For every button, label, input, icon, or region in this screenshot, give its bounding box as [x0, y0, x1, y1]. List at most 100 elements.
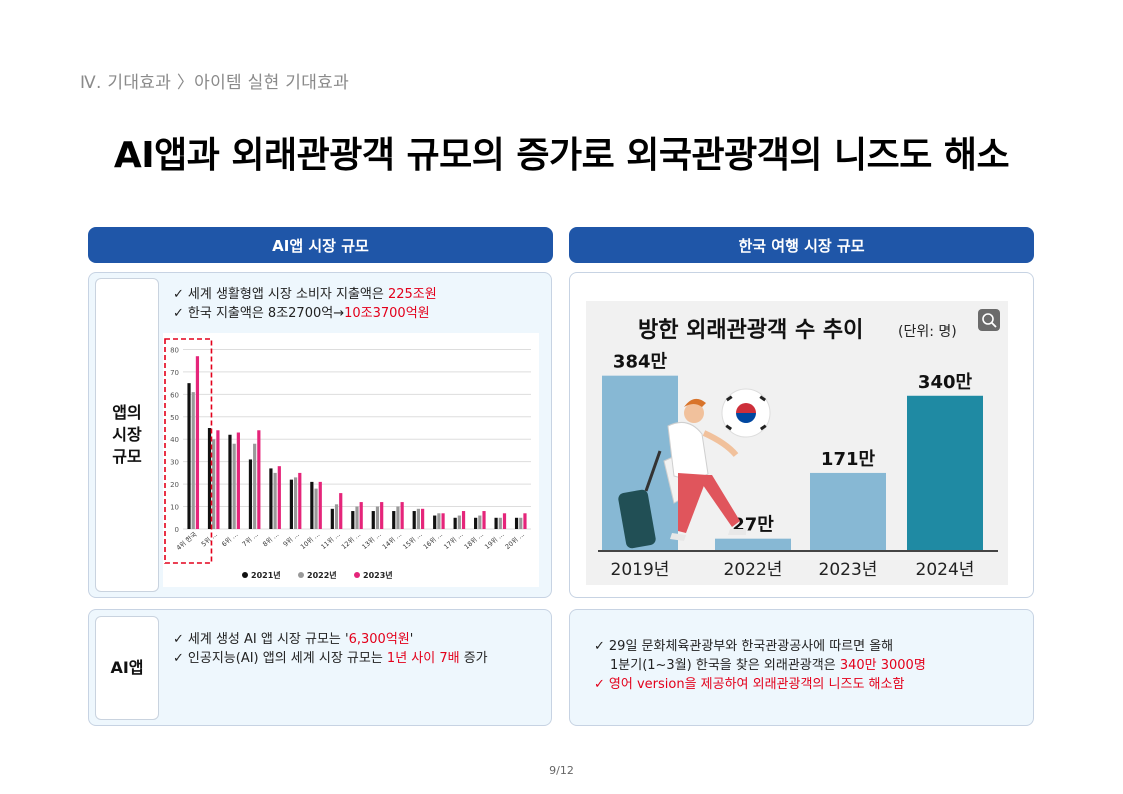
legend-marker	[242, 572, 248, 578]
check-icon: ✓	[594, 677, 605, 692]
bar	[371, 511, 375, 529]
bar	[253, 443, 257, 529]
x-tick-label: 2023년	[819, 560, 878, 580]
legend-marker	[298, 572, 304, 578]
ai-app-label: AI앱	[95, 616, 159, 720]
bar	[441, 513, 445, 529]
bar	[232, 443, 236, 529]
bar	[498, 517, 502, 529]
legend-marker	[354, 572, 360, 578]
bar	[715, 538, 791, 551]
y-tick-label: 50	[170, 414, 179, 422]
bar	[273, 472, 277, 529]
app-market-label: 앱의 시장 규모	[95, 278, 159, 592]
bar	[396, 506, 400, 529]
bar	[236, 432, 240, 529]
bar	[310, 481, 314, 529]
tourist-trend-chart: 방한 외래관광객 수 추이 (단위: 명)384만2019년27만2022년171…	[586, 301, 1008, 585]
bar	[453, 517, 457, 529]
data-label: 384만	[613, 352, 668, 373]
bar	[355, 506, 359, 529]
bar	[810, 472, 886, 551]
bar	[195, 356, 200, 529]
legend-label: 2022년	[307, 570, 337, 580]
bar	[375, 506, 380, 529]
bar	[412, 511, 416, 529]
traveler-illustration	[618, 398, 746, 549]
check-icon: ✓	[173, 287, 184, 302]
check-icon: ✓	[173, 632, 184, 647]
bar	[277, 466, 281, 529]
x-tick-label: 2019년	[611, 560, 670, 580]
ai-bullet: ✓ 인공지능(AI) 앱의 세계 시장 규모는 1년 사이 7배 증가	[173, 651, 488, 666]
bar	[907, 395, 983, 551]
y-tick-label: 0	[175, 526, 179, 534]
x-tick-label: 2022년	[724, 560, 783, 580]
y-tick-label: 80	[170, 346, 179, 354]
tourism-text-card: ✓ 29일 문화체육관광부와 한국관광공사에 따르면 올해 1분기(1~3월) 한…	[569, 609, 1034, 726]
bar	[269, 468, 273, 529]
legend-label: 2021년	[251, 570, 281, 580]
bar	[187, 383, 191, 529]
y-tick-label: 40	[170, 436, 179, 444]
tour-bullet: ✓ 영어 version을 제공하여 외래관광객의 니즈도 해소함	[594, 677, 905, 692]
bar	[478, 515, 482, 529]
bar	[212, 439, 216, 529]
check-icon: ✓	[594, 639, 605, 654]
chart-title: 방한 외래관광객 수 추이	[638, 318, 863, 343]
bar	[191, 392, 195, 529]
bar	[298, 472, 302, 529]
korea-flag-icon	[721, 388, 771, 438]
bar	[289, 479, 293, 529]
page-title: AI앱과 외래관광객 규모의 증가로 외국관광객의 니즈도 해소	[113, 135, 1010, 176]
bar	[330, 508, 334, 529]
bar	[482, 511, 486, 529]
bar	[494, 517, 498, 529]
market-bullet: ✓ 한국 지출액은 8조2700억→10조3700억원	[173, 306, 430, 321]
label-line: 시장	[112, 425, 142, 444]
chart-background	[163, 333, 539, 587]
bar	[207, 428, 212, 529]
check-icon: ✓	[173, 306, 184, 321]
y-tick-label: 70	[170, 369, 179, 377]
bar	[216, 430, 220, 529]
legend-label: 2023년	[363, 570, 393, 580]
breadcrumb: Ⅳ. 기대효과 〉아이템 실현 기대효과	[80, 73, 350, 93]
bar	[416, 508, 421, 529]
right-section-header: 한국 여행 시장 규모	[569, 227, 1034, 263]
market-bullet: ✓ 세계 생활형앱 시장 소비자 지출액은 225조원	[173, 287, 437, 302]
bar	[433, 515, 437, 529]
bar	[257, 430, 261, 529]
bar	[437, 513, 441, 529]
check-icon: ✓	[173, 651, 184, 666]
bar	[523, 513, 527, 529]
bar	[359, 502, 363, 529]
bar	[318, 481, 322, 529]
bar	[514, 517, 519, 529]
bar	[228, 434, 232, 529]
left-section-header: AI앱 시장 규모	[88, 227, 553, 263]
highlight-box	[164, 338, 213, 564]
tourism-chart-card: 방한 외래관광객 수 추이 (단위: 명) 384만 2019년 27만 2022년 171…	[569, 272, 1034, 598]
bar	[334, 504, 339, 529]
y-tick-label: 10	[170, 504, 179, 512]
app-market-label-text: 앱의 시장 규모	[112, 402, 141, 468]
bar	[519, 517, 523, 529]
bar	[248, 459, 253, 529]
page-number: 9/12	[549, 764, 574, 777]
x-tick-label: 2024년	[916, 560, 975, 580]
ai-bullet: ✓ 세계 생성 AI 앱 시장 규모는 '6,300억원'	[173, 632, 414, 647]
bar	[339, 493, 343, 529]
y-tick-label: 20	[170, 481, 179, 489]
chart-unit: (단위: 명)	[898, 324, 957, 340]
y-tick-label: 60	[170, 391, 179, 399]
bar	[474, 517, 478, 529]
bar	[457, 515, 461, 529]
bar	[351, 511, 355, 529]
bar	[293, 477, 298, 529]
bar	[400, 502, 404, 529]
label-line: 앱의	[112, 403, 142, 422]
zoom-icon[interactable]	[978, 309, 1000, 331]
bar	[392, 511, 396, 529]
